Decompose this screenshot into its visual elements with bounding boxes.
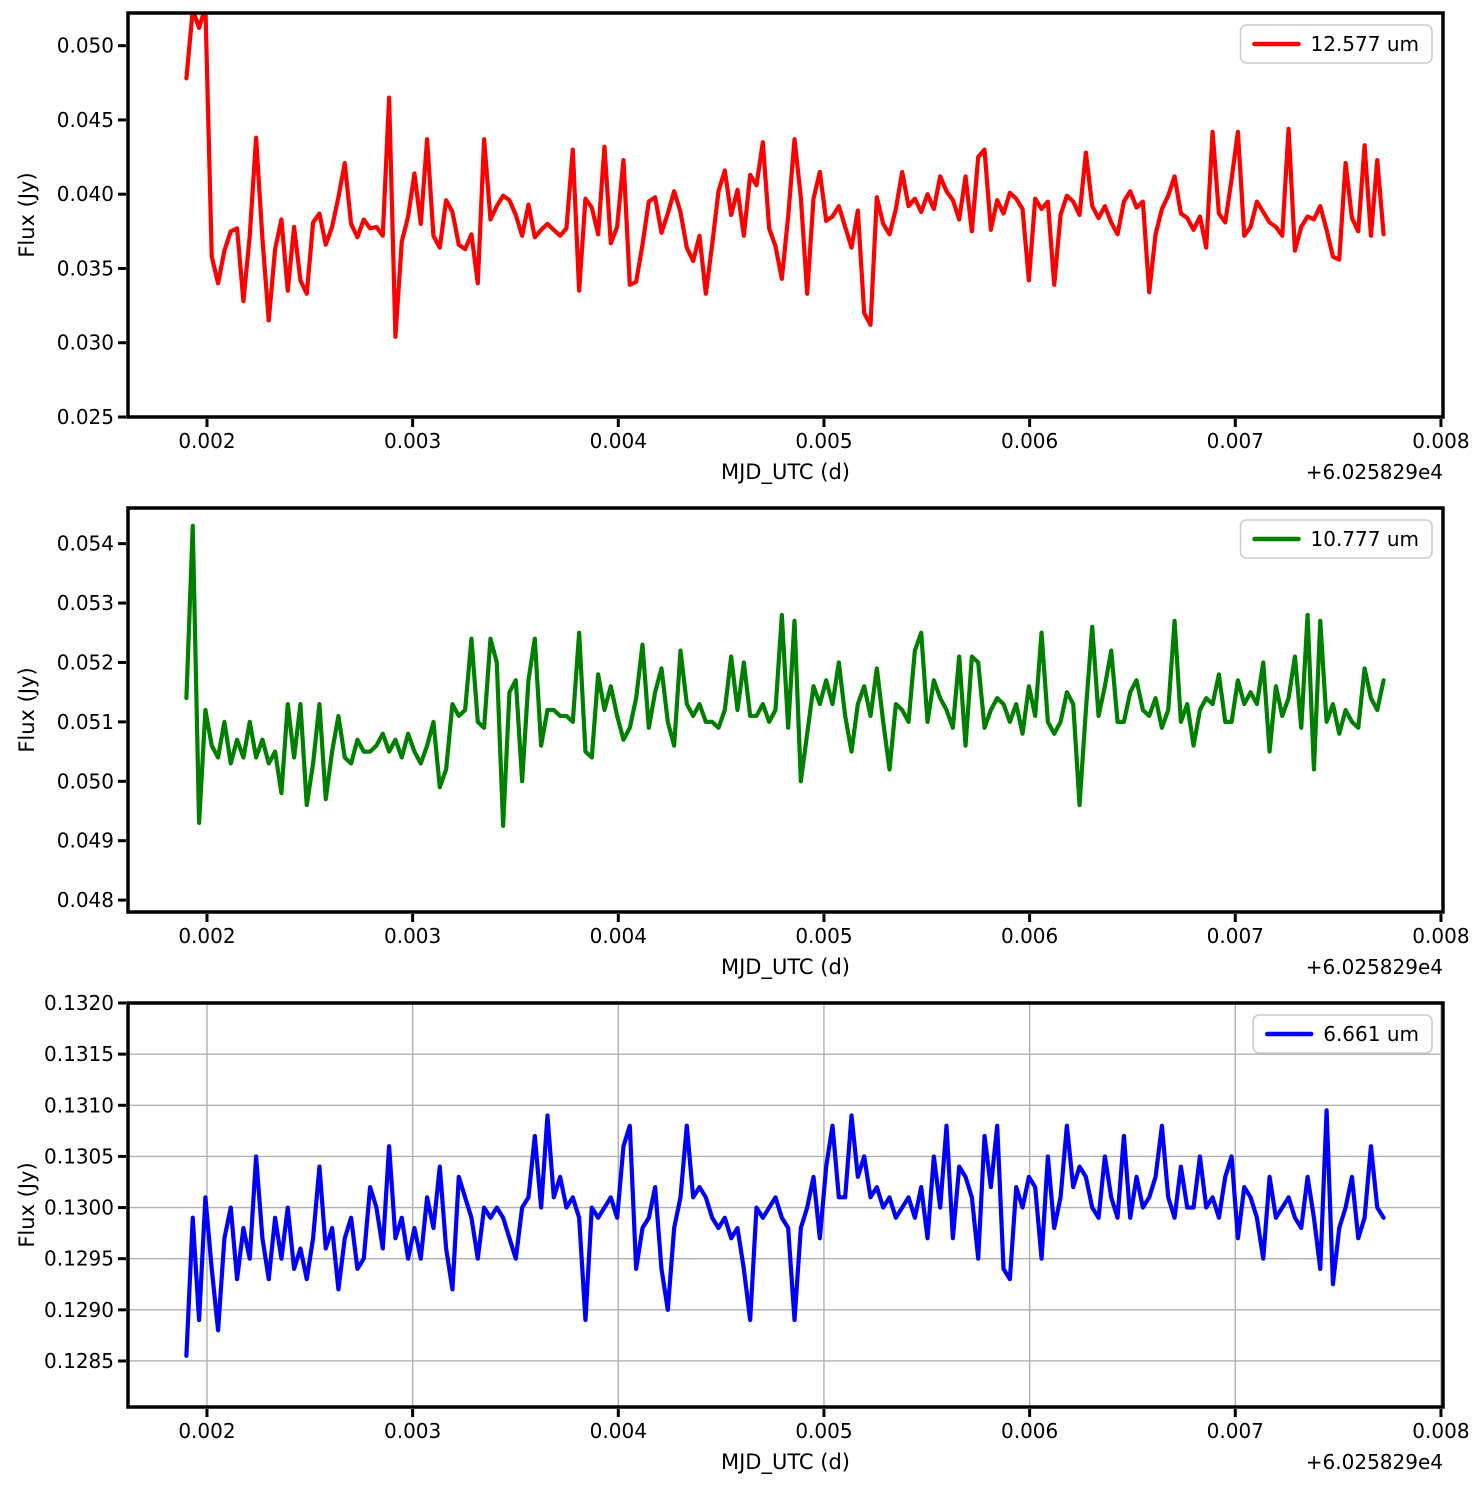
y-tick-label: 0.1295 [44,1247,114,1271]
x-tick-label: 0.002 [178,924,235,948]
x-tick-label: 0.008 [1412,924,1469,948]
y-tick-label: 0.052 [57,650,114,674]
legend: 6.661 um [1252,1014,1433,1054]
legend-box [1252,1014,1433,1054]
y-axis-label: Flux (Jy) [15,667,39,752]
plot-frame [126,506,1445,914]
x-tick-label: 0.005 [795,429,852,453]
y-tick-label: 0.045 [57,108,114,132]
x-tick-label: 0.003 [384,924,441,948]
x-tick-label: 0.008 [1412,429,1469,453]
y-tick-label: 0.049 [57,829,114,853]
x-tick-label: 0.003 [384,1419,441,1443]
y-tick-label: 0.050 [57,34,114,58]
y-tick-label: 0.040 [57,182,114,206]
x-axis-offset-text: +6.025829e4 [1306,1450,1443,1474]
series-line-12.577-um [184,13,1386,339]
y-tick-label: 0.1315 [44,1042,114,1066]
x-tick-label: 0.004 [590,924,647,948]
y-tick-label: 0.054 [57,532,114,556]
plot-frame [126,11,1445,419]
x-axis-label: MJD_UTC (d) [721,1450,850,1475]
y-tick-label: 0.025 [57,405,114,429]
x-tick-label: 0.002 [178,1419,235,1443]
x-tick-label: 0.008 [1412,1419,1469,1443]
x-tick-label: 0.004 [590,1419,647,1443]
chart-flux-10777um: 0.002 0.003 0.004 0.005 0.006 0.007 0.008 0.048… [15,506,1470,980]
chart-flux-6661um: 0.002 0.003 0.004 0.005 0.006 0.007 0.008 0.128… [15,991,1470,1475]
y-axis-label: Flux (Jy) [15,172,39,257]
plot-frame [126,1001,1445,1409]
x-tick-label: 0.006 [1001,924,1058,948]
chart-flux-12577um: 0.002 0.003 0.004 0.005 0.006 0.007 0.008 0.025… [15,11,1470,485]
x-axis-label: MJD_UTC (d) [721,955,850,980]
y-tick-label: 0.030 [57,331,114,355]
y-tick-label: 0.1300 [44,1196,114,1220]
x-tick-label: 0.005 [795,924,852,948]
y-tick-label: 0.1305 [44,1144,114,1168]
legend-label: 6.661 um [1323,1022,1419,1046]
legend: 12.577 um [1239,24,1433,64]
y-tick-label: 0.1285 [44,1349,114,1373]
y-tick-label: 0.053 [57,591,114,615]
y-tick-label: 0.048 [57,888,114,912]
x-tick-label: 0.007 [1207,924,1264,948]
y-tick-label: 0.1310 [44,1093,114,1117]
x-tick-label: 0.002 [178,429,235,453]
legend-label: 12.577 um [1311,32,1420,56]
x-tick-label: 0.004 [590,429,647,453]
y-tick-label: 0.1290 [44,1298,114,1322]
legend-label: 10.777 um [1311,527,1420,551]
legend: 10.777 um [1239,519,1433,559]
legend-box [1239,519,1433,559]
y-tick-label: 0.1320 [44,991,114,1015]
x-axis-offset-text: +6.025829e4 [1306,460,1443,484]
x-tick-label: 0.006 [1001,1419,1058,1443]
y-tick-label: 0.035 [57,256,114,280]
y-axis-label: Flux (Jy) [15,1162,39,1247]
x-tick-label: 0.007 [1207,1419,1264,1443]
legend-box [1239,24,1433,64]
series-line-10.777-um [184,523,1386,828]
x-axis-offset-text: +6.025829e4 [1306,955,1443,979]
x-tick-label: 0.003 [384,429,441,453]
y-tick-label: 0.051 [57,710,114,734]
x-tick-label: 0.006 [1001,429,1058,453]
y-tick-label: 0.050 [57,769,114,793]
x-axis-label: MJD_UTC (d) [721,460,850,485]
grid [128,1002,1443,1407]
x-tick-label: 0.005 [795,1419,852,1443]
x-tick-label: 0.007 [1207,429,1264,453]
series-line-6.661-um [184,1108,1386,1358]
